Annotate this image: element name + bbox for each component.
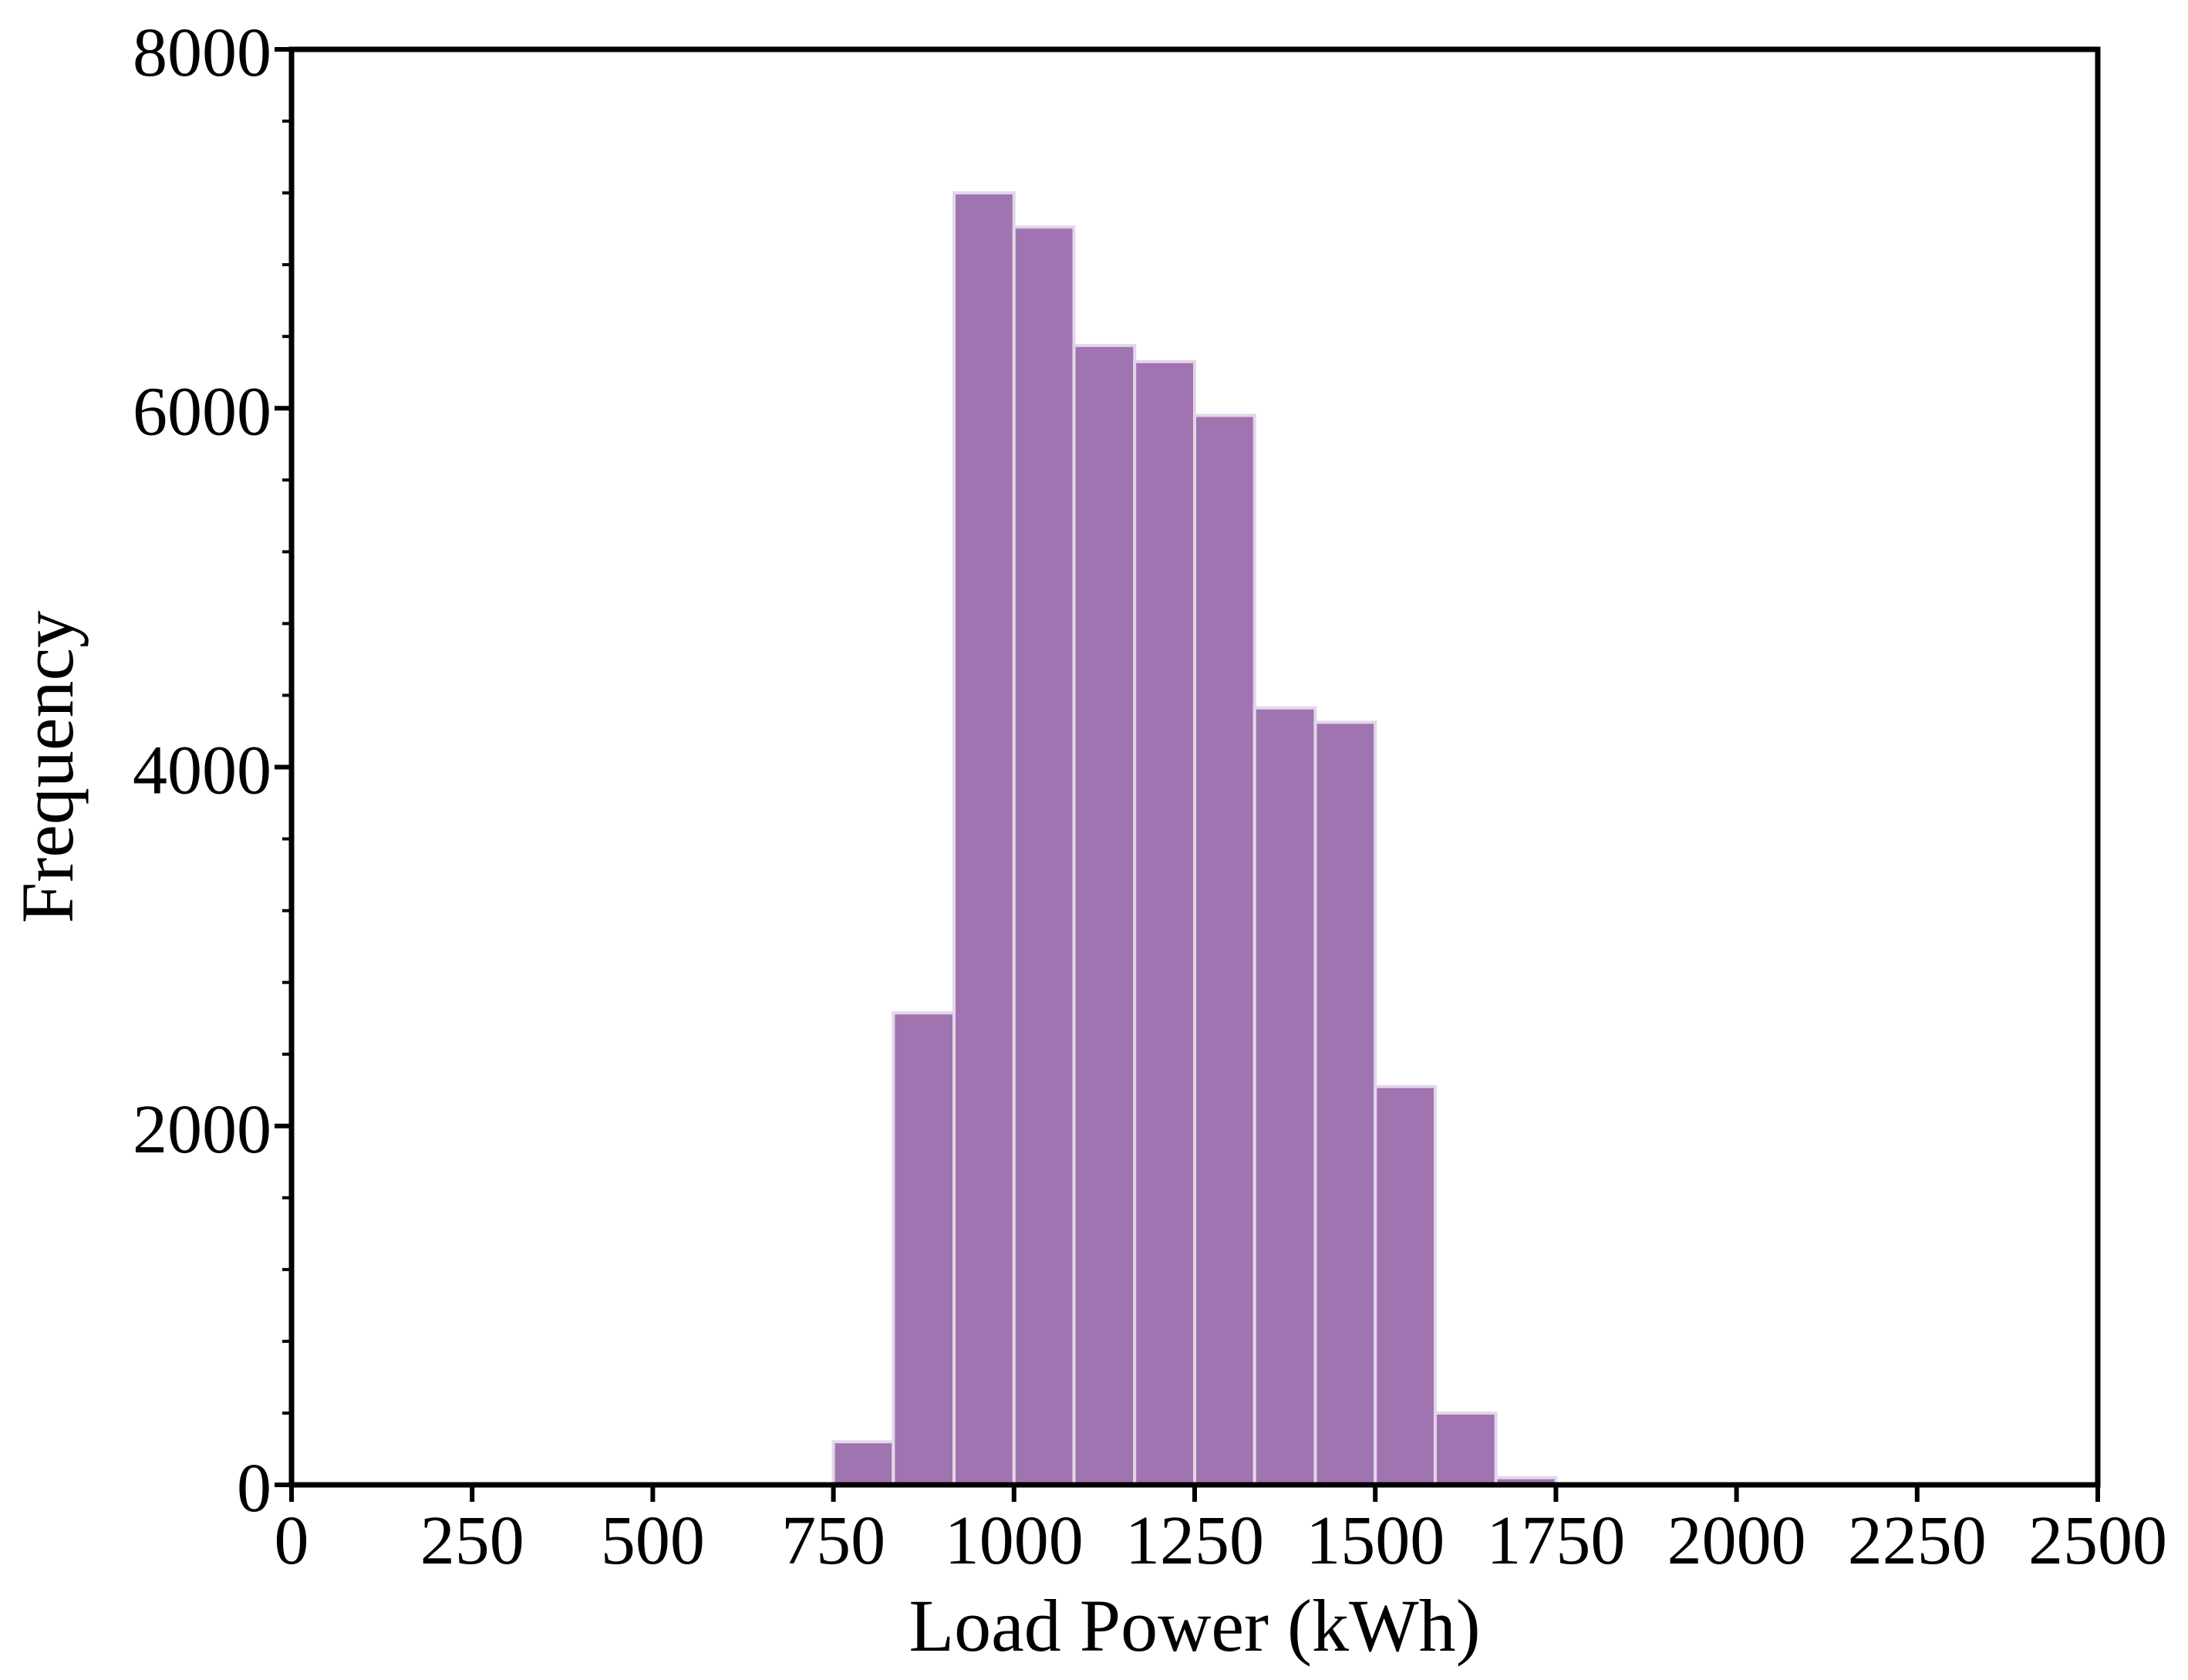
histogram-bar-8 [1313, 720, 1377, 1486]
histogram-bar-7 [1252, 706, 1317, 1486]
histogram-bar-9 [1374, 1085, 1437, 1486]
histogram-bar-4 [1072, 343, 1137, 1486]
x-tick-label-2: 500 [601, 1503, 705, 1579]
x-tick-label-9: 2250 [1848, 1503, 1987, 1579]
y-tick-label-2: 4000 [133, 733, 271, 809]
x-tick-label-7: 1750 [1486, 1503, 1625, 1579]
x-ticks-group: 0 250 500 750 1000 1250 1500 1750 2000 2250 2500 [275, 1485, 2167, 1579]
histogram-bar-2 [952, 191, 1016, 1487]
x-tick-label-4: 1000 [945, 1503, 1084, 1579]
y-axis-label: Frequency [6, 611, 89, 923]
y-tick-label-1: 2000 [133, 1091, 271, 1168]
x-tick-label-5: 1250 [1125, 1503, 1264, 1579]
x-axis-label: Load Power (kWh) [909, 1584, 1480, 1667]
histogram-bar-6 [1193, 413, 1256, 1486]
x-tick-label-1: 250 [420, 1503, 524, 1579]
x-tick-label-0: 0 [275, 1503, 309, 1579]
histogram-bar-1 [892, 1011, 956, 1487]
histogram-bar-0 [831, 1440, 895, 1487]
bars-group [831, 191, 1558, 1487]
y-tick-label-0: 0 [237, 1450, 271, 1527]
histogram-bar-5 [1133, 359, 1197, 1487]
x-tick-label-6: 1500 [1306, 1503, 1445, 1579]
histogram-bar-3 [1012, 225, 1076, 1487]
y-tick-label-4: 8000 [133, 15, 271, 91]
histogram-bar-10 [1433, 1411, 1498, 1486]
y-ticks-group: 0 2000 4000 6000 8000 [133, 15, 292, 1527]
plot-frame [288, 46, 2101, 1488]
x-tick-label-3: 750 [781, 1503, 885, 1579]
y-tick-label-3: 6000 [133, 373, 271, 450]
x-tick-label-10: 2500 [2028, 1503, 2167, 1579]
x-tick-label-8: 2000 [1667, 1503, 1806, 1579]
